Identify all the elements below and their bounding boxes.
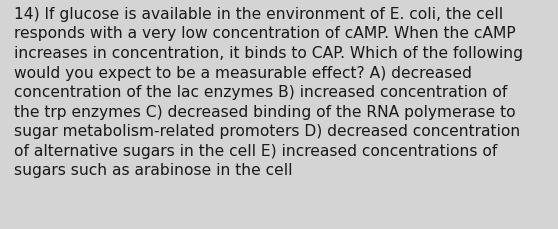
Text: 14) If glucose is available in the environment of E. coli, the cell
responds wit: 14) If glucose is available in the envir… — [14, 7, 523, 178]
